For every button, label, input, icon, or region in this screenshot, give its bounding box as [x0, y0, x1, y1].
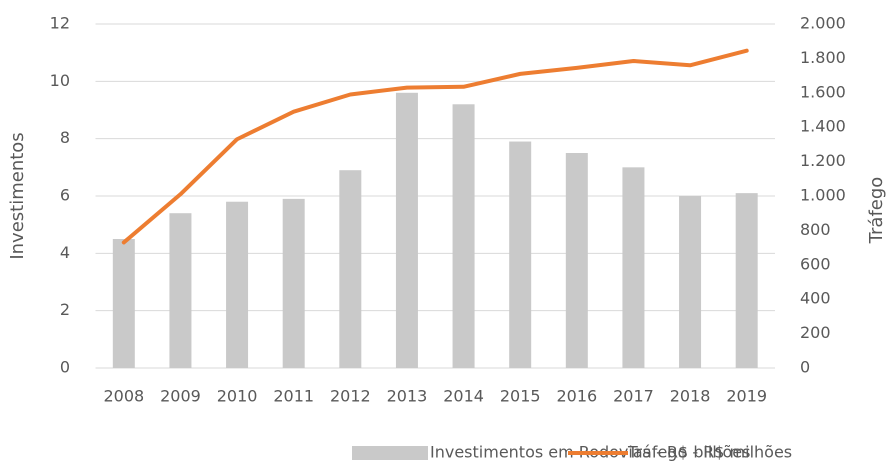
legend-label: Tráfego - R$ milhões	[627, 443, 792, 461]
x-tick-label: 2010	[217, 387, 258, 406]
y-tick-label: 4	[60, 243, 70, 262]
bar	[679, 196, 702, 368]
bar	[339, 170, 362, 368]
y-tick-label: 2	[60, 300, 70, 319]
bar	[622, 167, 645, 368]
x-tick-label: 2016	[556, 387, 597, 406]
bar	[226, 201, 249, 368]
y-tick-label: 8	[60, 128, 70, 147]
x-tick-label: 2013	[387, 387, 428, 406]
y2-tick-label: 2.000	[800, 14, 846, 33]
y2-tick-label: 600	[800, 254, 831, 273]
bar	[565, 153, 588, 368]
line	[121, 48, 749, 245]
y-tick-label: 6	[60, 186, 70, 205]
y2-tick-label: 1.200	[800, 151, 846, 170]
y2-tick-label: 1.600	[800, 82, 846, 101]
y-tick-label: 0	[60, 358, 70, 377]
x-tick-label: 2014	[443, 387, 484, 406]
x-tick-label: 2019	[726, 387, 767, 406]
y2-tick-label: 1.800	[800, 48, 846, 67]
x-tick-label: 2009	[160, 387, 201, 406]
y2-tick-label: 1.000	[800, 186, 846, 205]
y-axis-title: Investimentos	[7, 132, 28, 259]
bar	[169, 213, 192, 368]
x-tick-label: 2008	[103, 387, 144, 406]
y-tick-label: 10	[50, 71, 70, 90]
x-tick-label: 2017	[613, 387, 654, 406]
y2-tick-label: 1.400	[800, 117, 846, 136]
bar	[112, 239, 135, 368]
y2-tick-label: 0	[800, 358, 810, 377]
legend-swatch	[352, 446, 428, 460]
y2-tick-label: 400	[800, 289, 831, 308]
bar	[282, 198, 305, 368]
y2-axis-title: Tráfego	[866, 177, 887, 245]
y-tick-label: 12	[50, 14, 70, 33]
x-tick-label: 2011	[273, 387, 314, 406]
y2-tick-label: 800	[800, 220, 831, 239]
y2-tick-label: 200	[800, 323, 831, 342]
bar	[509, 141, 532, 368]
x-tick-label: 2012	[330, 387, 371, 406]
x-tick-label: 2015	[500, 387, 541, 406]
bar	[735, 193, 758, 368]
x-tick-label: 2018	[670, 387, 711, 406]
bar	[395, 92, 418, 369]
bar	[452, 104, 475, 369]
